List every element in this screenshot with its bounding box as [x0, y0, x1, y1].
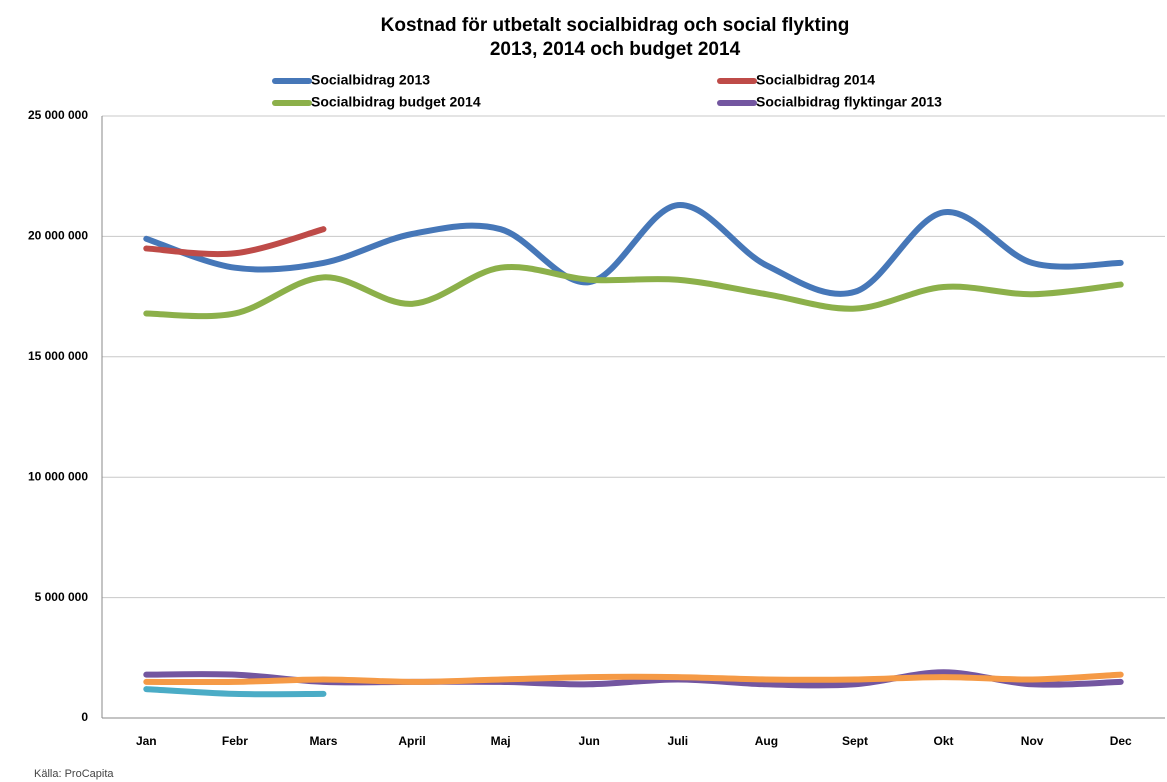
series-line	[143, 671, 1124, 686]
y-tick-label: 5 000 000	[35, 590, 89, 604]
legend-label: Socialbidrag flyktingar 2013	[756, 94, 942, 110]
y-tick-label: 15 000 000	[28, 349, 88, 363]
series-line	[143, 264, 1124, 320]
x-tick-label: Nov	[1021, 734, 1044, 748]
x-tick-label: Sept	[842, 734, 868, 748]
y-tick-label: 25 000 000	[28, 108, 88, 122]
x-tick-label: Maj	[491, 734, 511, 748]
y-tick-label: 20 000 000	[28, 229, 88, 243]
source-note: Källa: ProCapita	[34, 768, 114, 780]
y-tick-label: 0	[81, 710, 88, 724]
legend-label: Socialbidrag 2014	[756, 72, 875, 88]
x-tick-label: Okt	[934, 734, 954, 748]
x-tick-label: Dec	[1110, 734, 1132, 748]
series-line	[143, 226, 327, 258]
x-tick-label: Mars	[309, 734, 337, 748]
x-tick-label: Jan	[136, 734, 157, 748]
x-tick-label: Febr	[222, 734, 248, 748]
x-tick-label: Juli	[667, 734, 688, 748]
chart-subtitle: 2013, 2014 och budget 2014	[490, 39, 741, 60]
x-tick-label: Jun	[579, 734, 600, 748]
chart-title: Kostnad för utbetalt socialbidrag och so…	[381, 15, 850, 36]
y-tick-label: 10 000 000	[28, 469, 88, 483]
x-tick-label: April	[398, 734, 425, 748]
legend-label: Socialbidrag 2013	[311, 72, 430, 88]
series-line	[143, 686, 327, 698]
series-line	[143, 202, 1124, 297]
x-tick-label: Aug	[755, 734, 778, 748]
legend-label: Socialbidrag budget 2014	[311, 94, 481, 110]
